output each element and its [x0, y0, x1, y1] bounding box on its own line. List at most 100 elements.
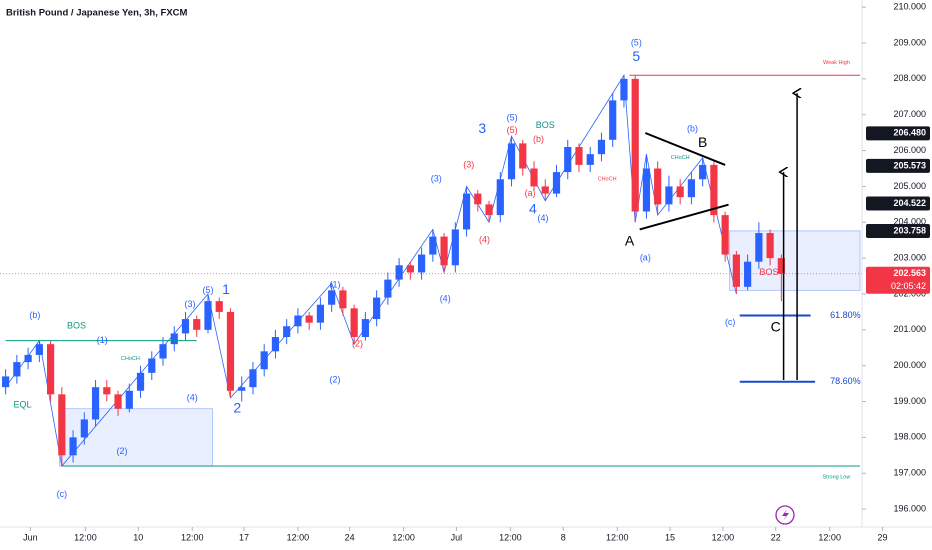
x-tick-label: 12:00: [181, 532, 204, 542]
candle-body: [620, 78, 628, 101]
annotation: (5): [202, 285, 213, 295]
candle-body: [159, 344, 167, 359]
x-tick-label: 8: [561, 532, 566, 542]
axes: 196.000 197.000 198.000 199.000 200.000 201.0…: [23, 2, 930, 542]
annotation: (4): [187, 392, 198, 402]
candle-body: [676, 186, 684, 198]
candle-body: [541, 186, 549, 194]
candle-body: [440, 236, 448, 266]
candle-body: [721, 215, 729, 255]
candle-body: [732, 254, 740, 287]
candle-body: [552, 172, 561, 194]
candle-body: [496, 179, 504, 216]
annotation: (1): [330, 279, 341, 289]
countdown-label: 02:05:42: [891, 281, 926, 291]
candle-body: [417, 254, 426, 273]
y-tick-label: 208.000: [893, 73, 926, 83]
y-tick-label: 206.000: [893, 145, 926, 155]
annotation: (2): [330, 374, 341, 384]
candle-body: [91, 387, 100, 420]
candle-body: [215, 301, 223, 312]
annotation: (2): [352, 339, 363, 349]
x-tick-label: 12:00: [606, 532, 629, 542]
candle-body: [361, 319, 369, 337]
candle-body: [114, 394, 122, 409]
event-icon-bolt: [782, 509, 789, 521]
candle-body: [507, 143, 516, 180]
annotation: (4): [479, 235, 490, 245]
annotation: B: [698, 134, 707, 150]
annotation: (3): [184, 299, 195, 309]
annotation: (5): [507, 125, 518, 135]
candle-body: [170, 333, 178, 345]
price-label: 206.480: [893, 128, 926, 138]
annotation: (1): [97, 335, 108, 345]
candle-body: [328, 290, 336, 305]
price-label: 203.758: [893, 225, 926, 235]
price-label-box: [866, 223, 930, 238]
candle-body: [204, 301, 212, 330]
candle-body: [631, 78, 639, 212]
x-tick-label: 12:00: [712, 532, 735, 542]
annotation: (3): [431, 174, 442, 184]
candle-body: [238, 387, 246, 391]
y-tick-label: 198.000: [893, 432, 926, 442]
level-line: [644, 132, 726, 166]
zone: [729, 230, 861, 291]
x-tick-label: 12:00: [287, 532, 310, 542]
annotation: (a): [640, 252, 651, 262]
annotation: (b): [533, 134, 544, 144]
annotation: BOS: [759, 267, 778, 277]
candle-body: [665, 186, 673, 205]
candle-body: [294, 315, 302, 327]
y-tick-label: 203.000: [893, 252, 926, 262]
annotation: (c): [57, 489, 68, 499]
x-tick-label: 12:00: [499, 532, 522, 542]
candle-body: [766, 233, 774, 259]
candle-body: [395, 265, 403, 280]
y-tick-label: 196.000: [893, 503, 926, 513]
price-label-box: [866, 126, 930, 141]
annotation: (3): [463, 159, 474, 169]
y-tick-label: 199.000: [893, 396, 926, 406]
y-tick-label: 205.000: [893, 181, 926, 191]
candle-body: [485, 204, 493, 216]
candle-body: [575, 146, 583, 165]
level-line: [639, 203, 729, 231]
y-tick-label: 204.000: [893, 217, 926, 227]
y-tick-label: 209.000: [893, 37, 926, 47]
annotation: EQL: [13, 399, 31, 409]
candle-body: [777, 258, 785, 274]
x-tick-label: 10: [133, 532, 143, 542]
x-tick-label: 22: [771, 532, 781, 542]
candle-body: [13, 362, 21, 377]
annotation: CHoCH: [121, 356, 140, 362]
candle-body: [339, 290, 347, 309]
candle-body: [260, 351, 268, 370]
annotation: (b): [29, 310, 40, 320]
y-tick-label: 210.000: [893, 2, 926, 12]
candle-body: [181, 319, 190, 334]
annotation: (5): [507, 113, 518, 123]
price-label-box: [866, 158, 930, 173]
candle-body: [80, 419, 88, 438]
candle-body: [136, 372, 145, 391]
candle-body: [687, 179, 696, 198]
price-label: 204.522: [893, 198, 926, 208]
candle-body: [226, 311, 235, 391]
annotation: BOS: [536, 120, 555, 130]
annotation: (a): [525, 188, 536, 198]
candle-body: [271, 336, 280, 352]
candle-body: [125, 390, 133, 409]
x-tick-label: 29: [878, 532, 888, 542]
candle-body: [710, 164, 718, 216]
candle-body: [462, 193, 471, 230]
last-price-label: 202.563: [893, 268, 926, 278]
annotation: Weak High: [823, 60, 850, 66]
candle-body: [249, 369, 257, 388]
plot-area: (5)53(5)(5)(b)(a)4(4)(b)BA(a)(c) C1(5)(3)…: [0, 37, 862, 499]
annotation: 61.80%: [830, 310, 861, 320]
candle-body: [597, 139, 606, 155]
candle-body: [744, 261, 752, 287]
